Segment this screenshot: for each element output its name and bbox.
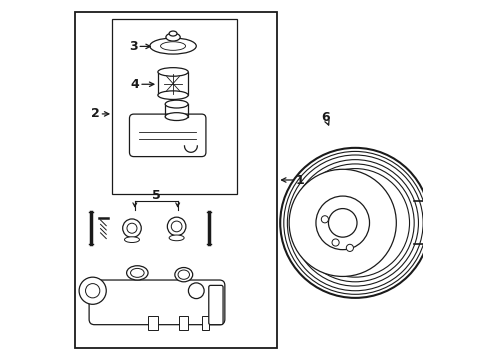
Text: 2: 2 <box>91 107 100 120</box>
Ellipse shape <box>165 33 180 41</box>
Circle shape <box>280 148 429 298</box>
Circle shape <box>85 284 100 298</box>
Ellipse shape <box>175 267 192 282</box>
Text: 6: 6 <box>321 111 329 124</box>
Circle shape <box>331 239 339 246</box>
Circle shape <box>321 216 328 223</box>
Text: 1: 1 <box>295 174 304 186</box>
Ellipse shape <box>126 266 148 280</box>
Ellipse shape <box>167 217 185 236</box>
Ellipse shape <box>122 219 141 238</box>
Circle shape <box>188 283 203 298</box>
Ellipse shape <box>169 31 177 36</box>
Text: 4: 4 <box>130 78 139 91</box>
Ellipse shape <box>160 42 185 50</box>
Bar <box>112 19 237 194</box>
Bar <box>75 12 276 348</box>
FancyBboxPatch shape <box>89 280 224 325</box>
Ellipse shape <box>149 38 196 54</box>
Ellipse shape <box>165 100 188 108</box>
Bar <box>179 316 188 330</box>
Ellipse shape <box>130 269 144 277</box>
FancyBboxPatch shape <box>129 114 205 157</box>
Circle shape <box>315 196 369 249</box>
Ellipse shape <box>178 270 189 279</box>
Circle shape <box>346 244 353 251</box>
Bar <box>148 316 158 330</box>
Bar <box>158 72 188 95</box>
Ellipse shape <box>169 235 184 241</box>
Circle shape <box>288 169 395 276</box>
Ellipse shape <box>165 113 188 121</box>
Circle shape <box>328 208 356 237</box>
Ellipse shape <box>171 221 182 232</box>
Ellipse shape <box>124 237 139 243</box>
Ellipse shape <box>158 68 188 76</box>
Ellipse shape <box>127 223 137 233</box>
Bar <box>201 316 208 330</box>
Text: 3: 3 <box>128 40 137 53</box>
Ellipse shape <box>158 91 188 99</box>
FancyBboxPatch shape <box>208 285 223 325</box>
Text: 5: 5 <box>152 189 161 202</box>
Circle shape <box>79 277 106 304</box>
